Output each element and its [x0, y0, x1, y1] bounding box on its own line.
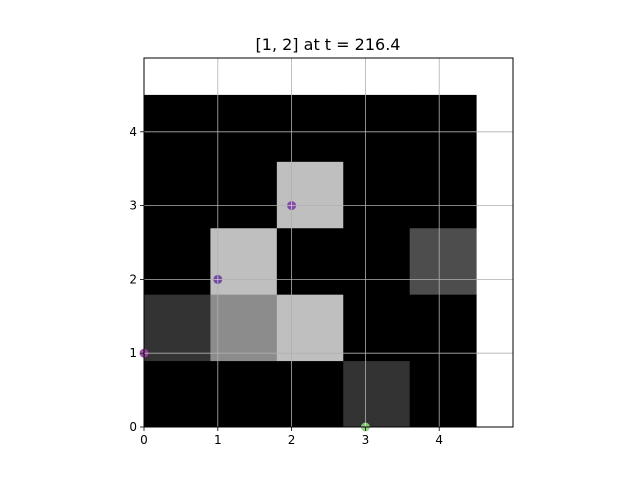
y-tick-label: 2: [129, 272, 137, 286]
x-tick-label: 1: [214, 433, 222, 447]
heatmap-cell: [409, 227, 477, 295]
heatmap-cell: [144, 227, 211, 295]
heatmap-cell: [210, 161, 278, 229]
x-tick-label: 2: [288, 433, 296, 447]
x-tick-label: 0: [140, 433, 148, 447]
heatmap-cell: [409, 294, 477, 362]
heatmap-cell: [276, 294, 344, 362]
heatmap-cell: [144, 294, 211, 362]
heatmap-cell: [343, 294, 411, 362]
heatmap-cell: [409, 161, 477, 229]
heatmap-cell: [276, 360, 344, 428]
heatmap-cell: [276, 94, 344, 162]
y-tick-label: 3: [129, 199, 137, 213]
heatmap-cell: [343, 360, 411, 428]
plot-area: 0 1 2 3 4 0 1 2 3 4: [129, 57, 514, 447]
heatmap-cell: [276, 227, 344, 295]
heatmap-cell: [210, 94, 278, 162]
heatmap-cell: [276, 161, 344, 229]
chart-title: [1, 2] at t = 216.4: [256, 35, 401, 54]
y-tick-label: 4: [129, 125, 137, 139]
heatmap-cell: [343, 227, 411, 295]
heatmap-cell: [210, 227, 278, 295]
heatmap-cell: [409, 360, 477, 428]
axes-frame: [143, 57, 514, 428]
heatmap-cell: [144, 161, 211, 229]
x-tick-label: 3: [362, 433, 370, 447]
heatmap-cell: [409, 94, 477, 162]
heatmap-cell: [210, 360, 278, 428]
heatmap-cell: [144, 94, 211, 162]
x-tick-label: 4: [435, 433, 443, 447]
y-tick-label: 1: [129, 346, 137, 360]
heatmap-cell: [210, 294, 278, 362]
y-tick-label: 0: [129, 420, 137, 434]
heatmap-cell: [343, 161, 411, 229]
heatmap-cell: [144, 360, 211, 428]
heatmap-cell: [343, 94, 411, 162]
